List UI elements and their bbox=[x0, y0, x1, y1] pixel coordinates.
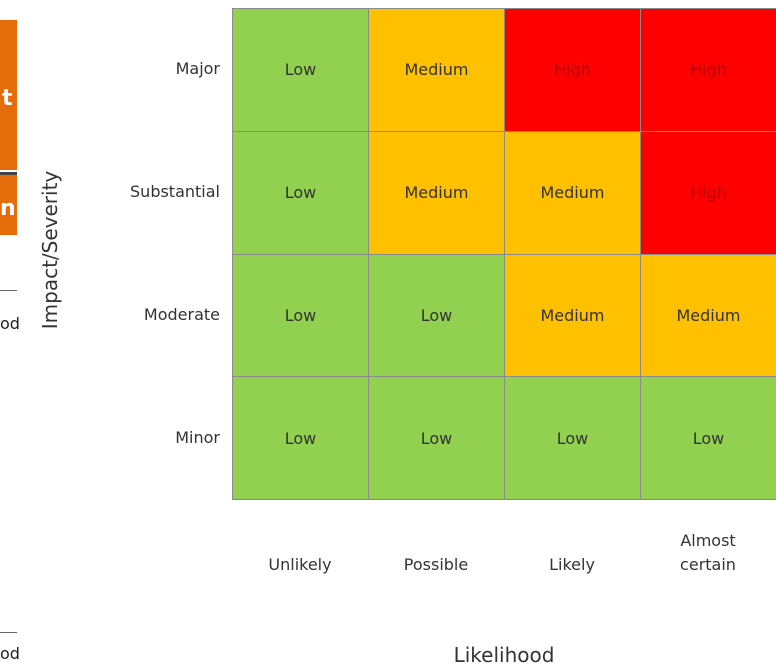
fragment: t bbox=[2, 86, 13, 111]
divider bbox=[0, 632, 17, 633]
risk-cell: Low bbox=[368, 253, 505, 378]
fragment: od bbox=[0, 644, 20, 663]
divider bbox=[0, 172, 17, 175]
left-panel-top bbox=[0, 20, 17, 170]
column-label: Almost certain bbox=[680, 531, 736, 574]
risk-cell: Low bbox=[232, 376, 369, 500]
risk-cell: Medium bbox=[368, 130, 505, 255]
risk-cell: Low bbox=[504, 376, 641, 500]
risk-cell: High bbox=[504, 8, 641, 132]
left-panel-mid bbox=[0, 175, 17, 235]
column-label: Likely bbox=[549, 555, 595, 574]
risk-cell: Low bbox=[232, 253, 369, 378]
risk-cell: Medium bbox=[640, 253, 776, 378]
risk-cell: Medium bbox=[504, 130, 641, 255]
fragment: od bbox=[0, 314, 20, 333]
fragment: n bbox=[0, 196, 16, 221]
risk-cell: Medium bbox=[368, 8, 505, 132]
risk-cell: High bbox=[640, 130, 776, 255]
row-label: Major bbox=[175, 59, 220, 79]
column-label: Unlikely bbox=[268, 555, 332, 574]
x-axis-label: Likelihood bbox=[453, 643, 555, 667]
divider bbox=[0, 290, 17, 291]
risk-cell: Low bbox=[232, 8, 369, 132]
row-label: Minor bbox=[175, 427, 220, 447]
risk-cell: Low bbox=[232, 130, 369, 255]
row-label: Moderate bbox=[143, 304, 220, 324]
row-label: Substantial bbox=[130, 182, 220, 202]
risk-cell: Medium bbox=[504, 253, 641, 378]
risk-cell: Low bbox=[368, 376, 505, 500]
risk-cell: Low bbox=[640, 376, 776, 500]
column-label: Possible bbox=[403, 555, 469, 574]
risk-cell: High bbox=[640, 8, 776, 132]
